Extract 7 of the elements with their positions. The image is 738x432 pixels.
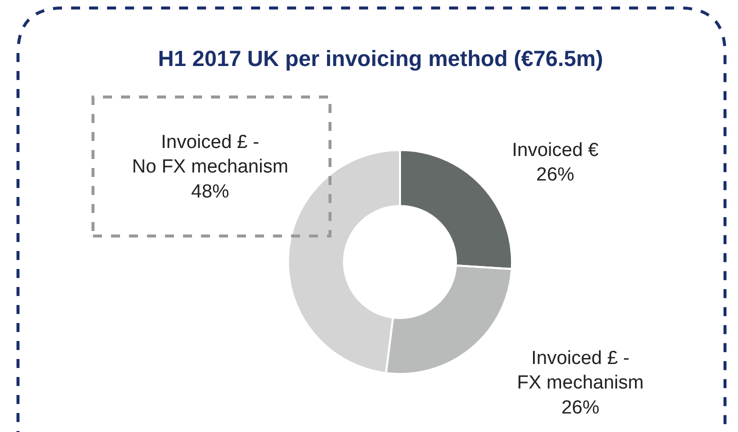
slice-label: Invoiced £ - No FX mechanism xyxy=(132,132,288,178)
chart-title: H1 2017 UK per invoicing method (€76.5m) xyxy=(158,46,604,71)
slice-label: Invoiced £ - FX mechanism xyxy=(517,348,644,394)
data-label: 26% xyxy=(536,164,574,186)
data-label: 26% xyxy=(561,397,600,418)
slice-label: Invoiced € xyxy=(512,140,600,161)
data-label: 48% xyxy=(191,181,230,202)
